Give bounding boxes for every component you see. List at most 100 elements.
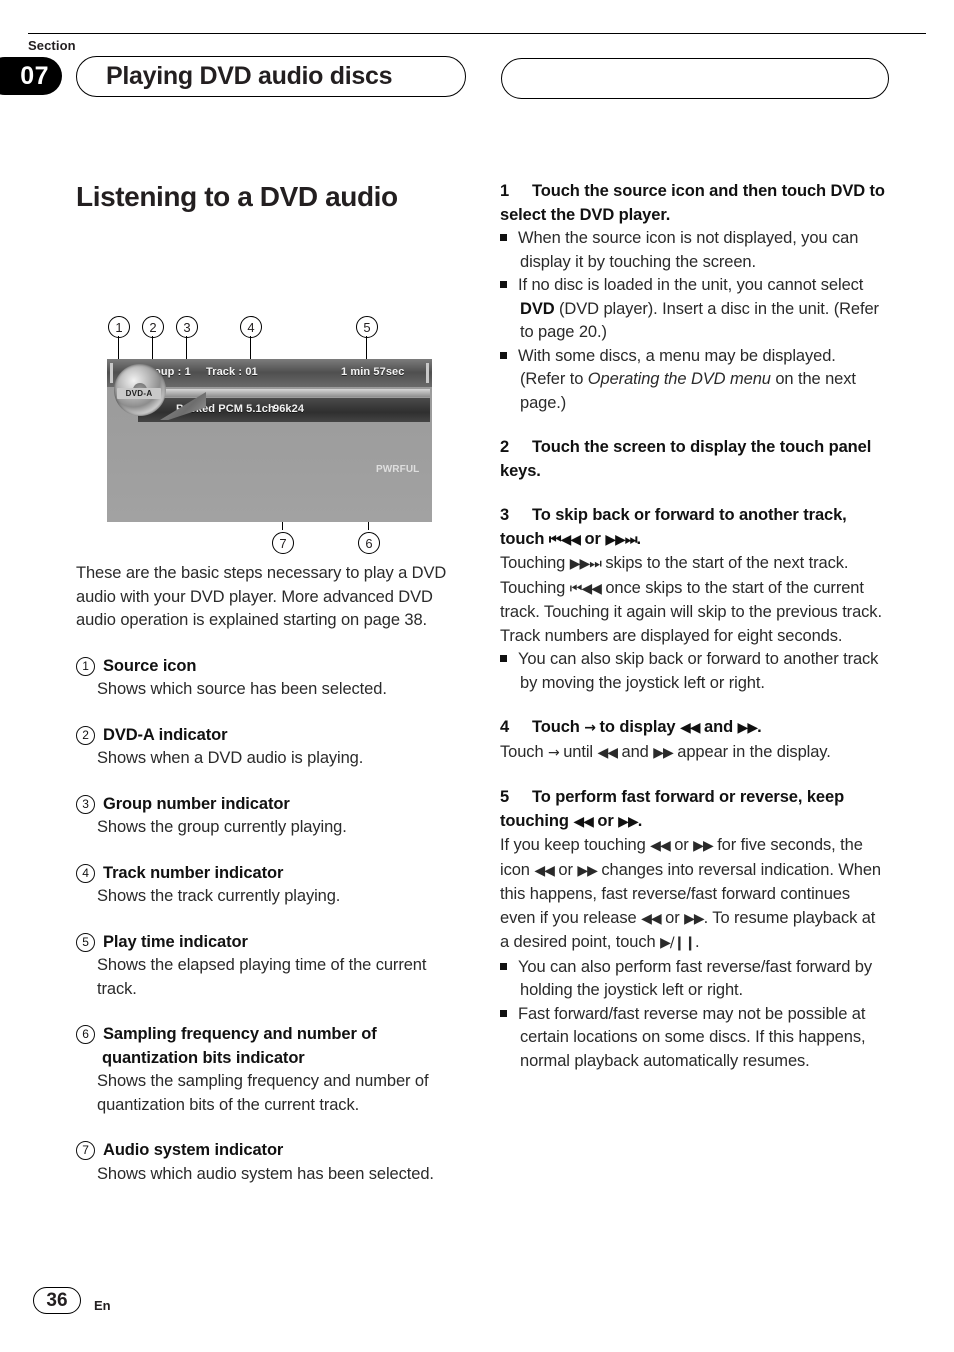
screen-highlight-strip	[138, 389, 430, 397]
step-4-text-c: and	[699, 718, 738, 736]
step-3-body-2: Track numbers are displayed for eight se…	[500, 626, 843, 645]
legend-item-7: 7 Audio system indicator Shows which audi…	[76, 1139, 461, 1186]
intro-paragraph: These are the basic steps necessary to p…	[76, 564, 447, 629]
step-1-bullet-3-text-a: With some discs, a menu may be displayed…	[518, 346, 836, 389]
step-5-text-b: or	[592, 811, 619, 830]
step-3-text-end: .	[636, 529, 641, 548]
step-1-bullet-3-text-c: on the next page.)	[520, 370, 856, 412]
legend-title-3: Group number indicator	[103, 794, 290, 813]
legend-number-5: 5	[76, 932, 95, 952]
callout-7: 6	[358, 532, 380, 554]
step-1-bullet-1: When the source icon is not displayed, y…	[500, 227, 885, 274]
step-3-bullet-1: You can also skip back or forward to ano…	[500, 648, 885, 695]
left-column: Listening to a DVD audio 1 2 3 4 5 7 6	[76, 180, 461, 1186]
step-5-bullet-2: Fast forward/fast reverse may not be pos…	[500, 1003, 885, 1074]
step-4-body-c: and	[617, 742, 654, 761]
step-3-body-a: Touching	[500, 554, 570, 572]
step-4-body: Touch → until ◀◀ and ▶▶ appear in the di…	[500, 741, 885, 766]
step-1-bullet-2: If no disc is loaded in the unit, you ca…	[500, 274, 885, 345]
legend-title-5: Play time indicator	[103, 932, 248, 951]
chapter-title: Playing DVD audio discs	[106, 62, 393, 90]
step-3-body: Touching ▶▶⏭ skips to the start of the n…	[500, 552, 885, 625]
legend-item-1: 1 Source icon Shows which source has been…	[76, 655, 461, 702]
device-display-figure: 1 2 3 4 5 7 6 Group : 1 Track : 01	[76, 242, 461, 562]
legend-heading-6: 6 Sampling frequency and number of quanti…	[76, 1023, 461, 1070]
bullet-square-icon	[500, 962, 507, 970]
skip-forward-icon: ▶▶⏭	[569, 556, 602, 572]
step-4-text-b: to display	[595, 718, 680, 736]
legend-number-1: 1	[76, 656, 95, 676]
page-title: Listening to a DVD audio	[76, 181, 398, 212]
step-5-body-e: changes into reversal indication. When t…	[500, 860, 881, 927]
legend-title-4: Track number indicator	[103, 863, 284, 882]
step-4-body-d: appear in the display.	[672, 742, 831, 761]
legend-desc-7: Shows which audio system has been select…	[97, 1164, 434, 1183]
step-2-text: Touch the screen to display the touch pa…	[500, 438, 872, 480]
step-4: 4 Touch → to display ◀◀ and ▶▶. Touch → u…	[500, 716, 885, 765]
skip-back-icon: ⏮◀◀	[548, 531, 581, 548]
fast-reverse-icon: ◀◀	[534, 862, 555, 879]
legend-number-2: 2	[76, 725, 95, 745]
step-3-body-b: skips to the start of the next track. To…	[500, 554, 849, 597]
right-arrow-icon: →	[548, 744, 560, 761]
page-number-badge: 36	[33, 1287, 81, 1314]
legend-title-2: DVD-A indicator	[103, 725, 228, 744]
callout-6: 7	[272, 532, 294, 554]
step-1-text: Touch the source icon and then touch DVD…	[500, 182, 885, 224]
step-3-bullet-1-text: You can also skip back or forward to ano…	[518, 650, 879, 692]
fast-reverse-icon: ◀◀	[573, 813, 594, 830]
legend-number-4: 4	[76, 863, 95, 883]
header-rule	[28, 33, 926, 34]
step-3-text-a: To skip back or forward to another track…	[500, 506, 847, 548]
step-4-text-a: Touch	[532, 718, 585, 736]
legend-heading-2: 2 DVD-A indicator	[76, 724, 461, 748]
step-4-heading: 4 Touch → to display ◀◀ and ▶▶.	[500, 716, 885, 741]
legend-heading-7: 7 Audio system indicator	[76, 1139, 461, 1163]
legend-title-7: Audio system indicator	[103, 1141, 284, 1159]
dvd-a-indicator: DVD-A	[117, 388, 161, 399]
section-number-tab: 07	[0, 57, 62, 95]
leader-line-4	[250, 336, 251, 372]
step-5-heading: 5 To perform fast forward or reverse, kee…	[500, 786, 885, 834]
legend-number-7: 7	[76, 1141, 95, 1160]
step-3-number: 3	[500, 506, 510, 524]
leader-line-5	[366, 336, 367, 366]
step-4-text-d: .	[757, 718, 762, 736]
play-pause-icon: ▶/❙❙	[660, 935, 696, 951]
fast-forward-icon: ▶▶	[737, 720, 759, 736]
fast-forward-icon: ▶▶	[684, 910, 705, 927]
callout-2: 2	[142, 316, 164, 338]
step-5-body-a: If you keep touching	[500, 836, 651, 854]
step-1: 1 Touch the source icon and then touch DV…	[500, 180, 885, 415]
step-5-bullet-1-text: You can also perform fast reverse/fast f…	[518, 957, 872, 1000]
step-5-bullet-1: You can also perform fast reverse/fast f…	[500, 956, 885, 1003]
callout-3: 3	[176, 316, 198, 338]
legend-desc-2: Shows when a DVD audio is playing.	[97, 749, 364, 767]
step-1-heading: 1 Touch the source icon and then touch DV…	[500, 180, 885, 227]
legend-desc-5: Shows the elapsed playing time of the cu…	[97, 956, 427, 998]
legend-title-1: Source icon	[103, 656, 197, 675]
bullet-square-icon	[500, 281, 507, 288]
bullet-square-icon	[500, 1009, 507, 1017]
legend-number-6: 6	[76, 1025, 95, 1044]
bullet-square-icon	[500, 351, 507, 359]
track-number-indicator: Track : 01	[206, 366, 258, 378]
step-3-text-mid: or	[580, 529, 606, 548]
fast-forward-icon: ▶▶	[577, 862, 598, 879]
dvd-menu-reference: Operating the DVD menu	[587, 370, 771, 388]
legend-title-6: Sampling frequency and number of quantiz…	[102, 1025, 377, 1067]
fast-forward-icon: ▶▶	[618, 813, 639, 830]
step-5-text-a: To perform fast forward or reverse, keep…	[500, 788, 845, 830]
play-time-indicator: 1 min 57sec	[341, 366, 405, 378]
step-3: 3 To skip back or forward to another trac…	[500, 504, 885, 695]
step-5-text-c: .	[637, 811, 643, 830]
fast-reverse-icon: ◀◀	[597, 744, 619, 761]
legend-desc-3: Shows the group currently playing.	[97, 818, 347, 836]
step-2: 2 Touch the screen to display the touch p…	[500, 436, 885, 483]
step-3-heading: 3 To skip back or forward to another trac…	[500, 504, 885, 552]
fast-reverse-icon: ◀◀	[641, 910, 662, 927]
step-1-number: 1	[500, 182, 510, 200]
step-1-bullet-2-text-a: If no disc is loaded in the unit, you ca…	[518, 276, 864, 294]
step-5-number: 5	[500, 788, 510, 806]
